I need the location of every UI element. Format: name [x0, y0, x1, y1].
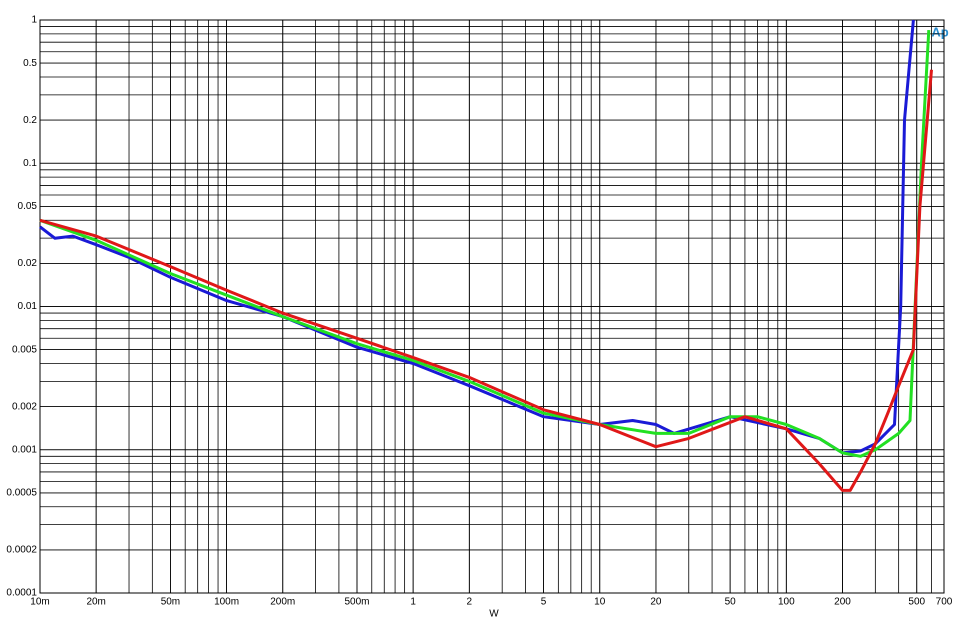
series-line	[39, 19, 915, 455]
x-tick-label: 100m	[214, 597, 239, 608]
y-tick-label: 0.2	[23, 115, 37, 126]
x-tick-label: 2	[467, 597, 473, 608]
x-tick-label: 100	[778, 597, 795, 608]
x-tick-label: 200m	[270, 597, 295, 608]
y-tick-label: 0.0001	[6, 588, 37, 599]
y-tick-label: 0.5	[23, 58, 37, 69]
series-line	[39, 30, 931, 458]
series-line	[39, 69, 933, 492]
x-tick-label: 500m	[344, 597, 369, 608]
y-tick-label: 0.002	[12, 401, 37, 412]
x-tick-label: 1	[410, 597, 416, 608]
y-tick-label: 0.0002	[6, 545, 37, 556]
x-axis-label: W	[489, 609, 499, 617]
y-tick-label: 0.02	[18, 258, 38, 269]
x-tick-label: 200	[834, 597, 851, 608]
y-tick-label: 0.05	[18, 201, 38, 212]
x-tick-label: 10m	[30, 597, 49, 608]
y-tick-label: 0.0005	[6, 488, 37, 499]
x-tick-label: 20m	[86, 597, 105, 608]
y-tick-label: 0.01	[18, 301, 38, 312]
x-tick-label: 20	[650, 597, 662, 608]
y-tick-label: 0.1	[23, 158, 37, 169]
y-tick-label: 0.001	[12, 444, 37, 455]
x-tick-label: 50m	[161, 597, 180, 608]
y-tick-label: 1	[31, 15, 37, 26]
x-tick-label: 500	[908, 597, 925, 608]
x-tick-label: 50	[725, 597, 737, 608]
y-tick-label: 0.005	[12, 344, 37, 355]
x-tick-label: 10	[594, 597, 606, 608]
x-tick-label: 5	[541, 597, 547, 608]
x-tick-label: 700	[936, 597, 953, 608]
